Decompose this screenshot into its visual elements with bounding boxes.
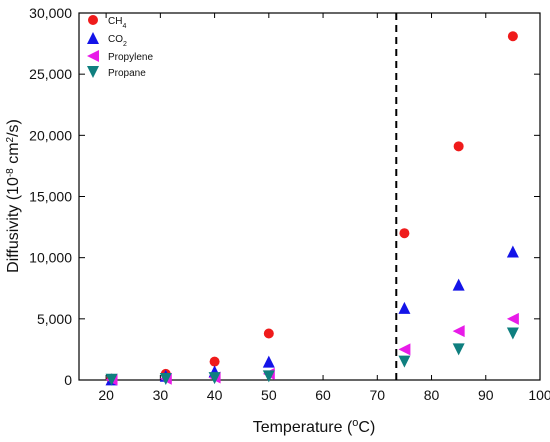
data-point-propane-2 — [159, 373, 172, 386]
data-point-propane-4 — [262, 370, 275, 383]
x-tick-label-50: 50 — [261, 387, 277, 403]
x-tick-label-30: 30 — [153, 387, 169, 403]
data-point-propylene-5 — [398, 343, 411, 356]
legend: CH4 CO2 Propylene Propane — [87, 15, 153, 79]
legend-label-co2: CO2 — [108, 34, 127, 48]
x-tick-label-20: 20 — [98, 387, 114, 403]
y-tick-label-30-000: 30,000 — [29, 5, 72, 21]
data-point-ch4-5 — [399, 228, 410, 239]
x-tick-label-70: 70 — [370, 387, 386, 403]
data-point-legend-co2-1 — [87, 32, 99, 44]
data-point-ch4-3 — [209, 356, 220, 367]
data-point-ch4-6 — [453, 141, 464, 152]
data-point-propane-3 — [208, 372, 221, 385]
data-point-co2-6 — [452, 278, 465, 291]
data-point-legend-propylene-1 — [87, 50, 99, 62]
data-point-legend-ch4-1 — [88, 15, 98, 25]
y-tick-label-10-000: 10,000 — [29, 250, 72, 266]
series-propane — [105, 327, 519, 386]
data-point-propylene-7 — [506, 312, 519, 325]
data-point-propane-5 — [398, 355, 411, 368]
legend-label-propylene: Propylene — [108, 52, 153, 63]
data-point-propane-6 — [452, 343, 465, 356]
x-tick-label-90: 90 — [478, 387, 494, 403]
y-axis-title: Diffusivity (10-8 cm2/s) — [5, 119, 23, 273]
data-point-propylene-6 — [452, 325, 465, 338]
y-tick-label-25-000: 25,000 — [29, 66, 72, 82]
data-point-ch4-7 — [507, 31, 518, 42]
series-co2 — [105, 245, 519, 386]
y-tick-label-20-000: 20,000 — [29, 127, 72, 143]
x-tick-label-40: 40 — [207, 387, 223, 403]
x-axis-title: Temperature (oC) — [253, 417, 376, 436]
data-point-co2-5 — [398, 301, 411, 314]
legend-label-ch4: CH4 — [108, 16, 126, 30]
x-tick-label-60: 60 — [315, 387, 331, 403]
y-tick-label-0: 0 — [64, 372, 72, 388]
legend-label-propane: Propane — [108, 68, 146, 79]
plot-frame — [78, 12, 541, 381]
data-point-co2-4 — [262, 355, 275, 368]
data-point-co2-7 — [506, 245, 519, 258]
y-tick-label-15-000: 15,000 — [29, 189, 72, 205]
y-tick-label-5-000: 5,000 — [37, 311, 72, 327]
data-point-propane-7 — [506, 327, 519, 340]
data-point-legend-propane-1 — [87, 66, 99, 78]
x-tick-label-80: 80 — [424, 387, 440, 403]
data-point-propane-1 — [105, 373, 118, 386]
x-tick-label-100: 100 — [528, 387, 550, 403]
data-point-ch4-4 — [263, 328, 274, 339]
